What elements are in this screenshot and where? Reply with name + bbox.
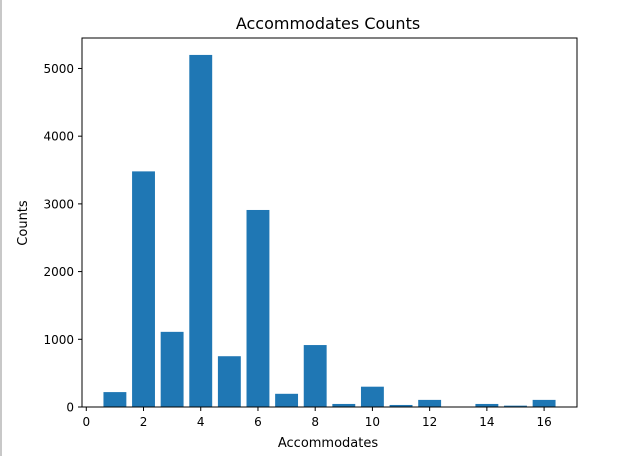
bar-3 (160, 331, 184, 407)
x-tick-label: 6 (254, 415, 262, 429)
x-tick-label: 14 (479, 415, 494, 429)
y-tick-label: 5000 (43, 62, 74, 76)
x-tick-label: 16 (536, 415, 551, 429)
bar-11 (389, 404, 413, 407)
bar-14 (475, 403, 499, 407)
bars-group (103, 54, 556, 408)
x-axis: 0 2 4 6 8 10 12 14 16 (82, 407, 552, 429)
bar-1 (103, 392, 127, 407)
bar-8 (303, 345, 327, 407)
y-tick-label: 0 (66, 401, 74, 415)
x-tick-label: 8 (311, 415, 319, 429)
window-edge (0, 0, 2, 456)
y-tick-label: 4000 (43, 130, 74, 144)
y-tick-label: 3000 (43, 197, 74, 211)
y-tick-label: 1000 (43, 333, 74, 347)
plot-frame (81, 37, 578, 408)
x-tick-label: 12 (422, 415, 437, 429)
bar-7 (275, 393, 299, 407)
x-tick-label: 10 (365, 415, 380, 429)
bar-15 (504, 405, 527, 407)
x-tick-label: 0 (82, 415, 90, 429)
y-axis: 0 1000 2000 3000 4000 5000 (43, 62, 82, 415)
bar-12 (418, 399, 442, 407)
bar-10 (360, 386, 384, 407)
bar-9 (332, 403, 356, 407)
y-tick-label: 2000 (43, 265, 74, 279)
x-tick-label: 2 (140, 415, 148, 429)
bar-4 (189, 54, 213, 408)
chart-title: Accommodates Counts (236, 14, 420, 33)
bar-2 (132, 171, 155, 407)
y-axis-label: Counts (16, 200, 31, 246)
x-tick-label: 4 (197, 415, 205, 429)
bar-16 (532, 399, 556, 407)
x-axis-label: Accommodates (278, 436, 379, 451)
bar-6 (246, 209, 270, 407)
bar-5 (217, 356, 241, 407)
